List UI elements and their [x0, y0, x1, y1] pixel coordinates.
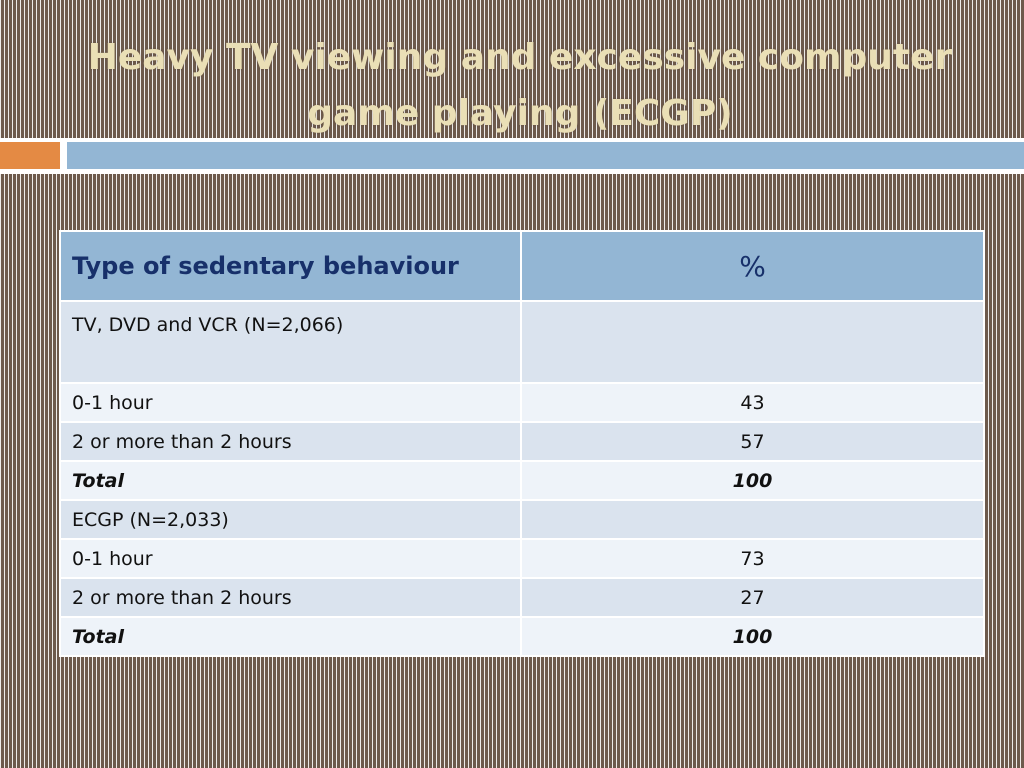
- row-value: 57: [520, 421, 985, 462]
- accent-bar-blue: [67, 142, 1024, 169]
- table-row: 2 or more than 2 hours 57: [59, 421, 985, 462]
- row-label: TV, DVD and VCR (N=2,066): [59, 300, 522, 384]
- sedentary-behaviour-table: Type of sedentary behaviour % TV, DVD an…: [59, 230, 985, 657]
- table-header-row: Type of sedentary behaviour %: [59, 230, 985, 302]
- row-label: Total: [59, 460, 522, 501]
- table-row: 0-1 hour 43: [59, 382, 985, 423]
- row-label: 0-1 hour: [59, 382, 522, 423]
- table-row-total: Total 100: [59, 460, 985, 501]
- table-row: 2 or more than 2 hours 27: [59, 577, 985, 618]
- row-label: Total: [59, 616, 522, 657]
- accent-bar-orange: [0, 142, 60, 169]
- row-label: ECGP (N=2,033): [59, 499, 522, 540]
- row-label: 2 or more than 2 hours: [59, 421, 522, 462]
- row-value: 73: [520, 538, 985, 579]
- column-header-percent: %: [520, 230, 985, 302]
- row-label: 0-1 hour: [59, 538, 522, 579]
- table-row-total: Total 100: [59, 616, 985, 657]
- row-value: 27: [520, 577, 985, 618]
- row-value: 100: [520, 616, 985, 657]
- row-label: 2 or more than 2 hours: [59, 577, 522, 618]
- table-row: 0-1 hour 73: [59, 538, 985, 579]
- slide-title: Heavy TV viewing and excessive computer …: [87, 37, 953, 134]
- row-value: 43: [520, 382, 985, 423]
- row-value: [520, 499, 985, 540]
- table-row: TV, DVD and VCR (N=2,066): [59, 300, 985, 384]
- row-value: [520, 300, 985, 384]
- row-value: 100: [520, 460, 985, 501]
- table-row: ECGP (N=2,033): [59, 499, 985, 540]
- column-header-type: Type of sedentary behaviour: [59, 230, 522, 302]
